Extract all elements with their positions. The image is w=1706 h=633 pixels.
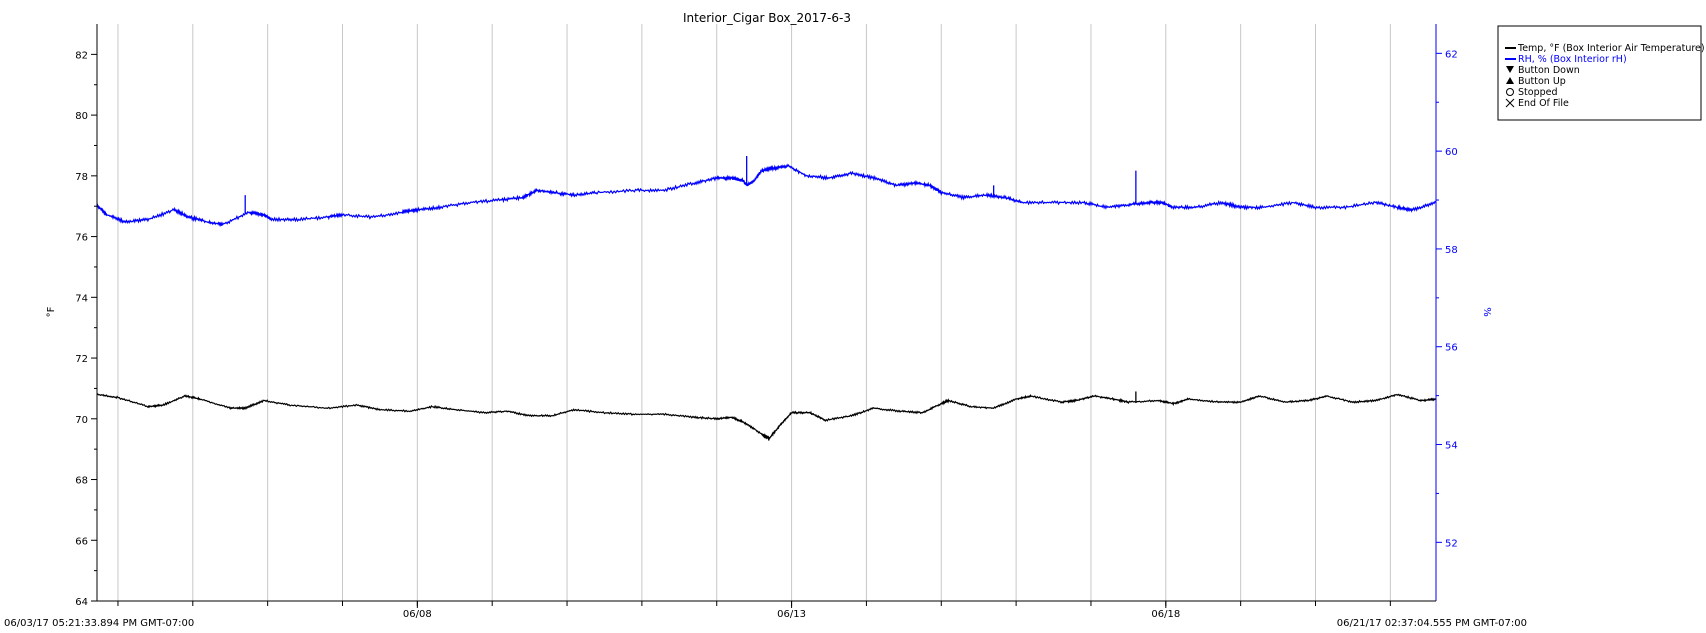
x-axis-tick-label: 06/08 (403, 609, 432, 620)
left-axis-tick-label: 72 (75, 354, 88, 365)
right-axis-label: % (1481, 307, 1492, 317)
left-axis-label: °F (46, 306, 57, 317)
legend: Temp, °F (Box Interior Air Temperature) … (1497, 25, 1705, 121)
left-axis-tick-label: 66 (75, 536, 88, 547)
right-axis-tick-label: 60 (1445, 147, 1458, 158)
x-end-label: 06/21/17 02:37:04.555 PM GMT-07:00 (1337, 618, 1527, 629)
left-axis-tick-label: 78 (75, 172, 88, 183)
legend-button-down-label: Button Down (1518, 65, 1580, 76)
legend-temp-label: Temp, °F (Box Interior Air Temperature) (1517, 43, 1705, 54)
temp-series-line (96, 393, 1436, 442)
left-axis-tick-label: 76 (75, 233, 88, 244)
legend-rh-label: RH, % (Box Interior rH) (1518, 54, 1627, 65)
gridlines (117, 24, 1391, 601)
left-axis-tick-label: 80 (75, 111, 88, 122)
left-axis-tick-label: 64 (75, 597, 88, 608)
legend-box (1497, 25, 1702, 121)
stopped-icon (1506, 88, 1514, 96)
right-axis-tick-label: 54 (1445, 441, 1458, 452)
x-axis-tick-label: 06/13 (777, 609, 806, 620)
rh-series-line (96, 163, 1437, 228)
legend-end-of-file-label: End Of File (1518, 98, 1569, 109)
left-axis-tick-label: 82 (75, 50, 88, 61)
button-down-icon (1506, 66, 1514, 73)
legend-button-up-label: Button Up (1518, 76, 1566, 87)
x-start-label: 06/03/17 05:21:33.894 PM GMT-07:00 (4, 618, 194, 629)
left-axis-tick-label: 74 (75, 293, 88, 304)
right-axis-tick-label: 56 (1445, 343, 1458, 354)
series-layer (96, 156, 1437, 442)
legend-stopped-label: Stopped (1518, 87, 1558, 98)
right-axis-tick-label: 58 (1445, 245, 1458, 256)
left-axis-tick-label: 68 (75, 476, 88, 487)
right-axis-tick-label: 52 (1445, 538, 1458, 549)
x-axis-tick-label: 06/18 (1151, 609, 1180, 620)
right-axis-tick-label: 62 (1445, 49, 1458, 60)
axes-layer: 64 66 68 70 72 74 76 78 80 82 52 54 56 58 60 62 06/08 06/… (75, 24, 1458, 620)
end-of-file-icon (1505, 98, 1515, 108)
button-up-icon (1506, 77, 1514, 84)
left-axis-tick-label: 70 (75, 415, 88, 426)
chart-title: Interior_Cigar Box_2017-6-3 (683, 11, 851, 25)
